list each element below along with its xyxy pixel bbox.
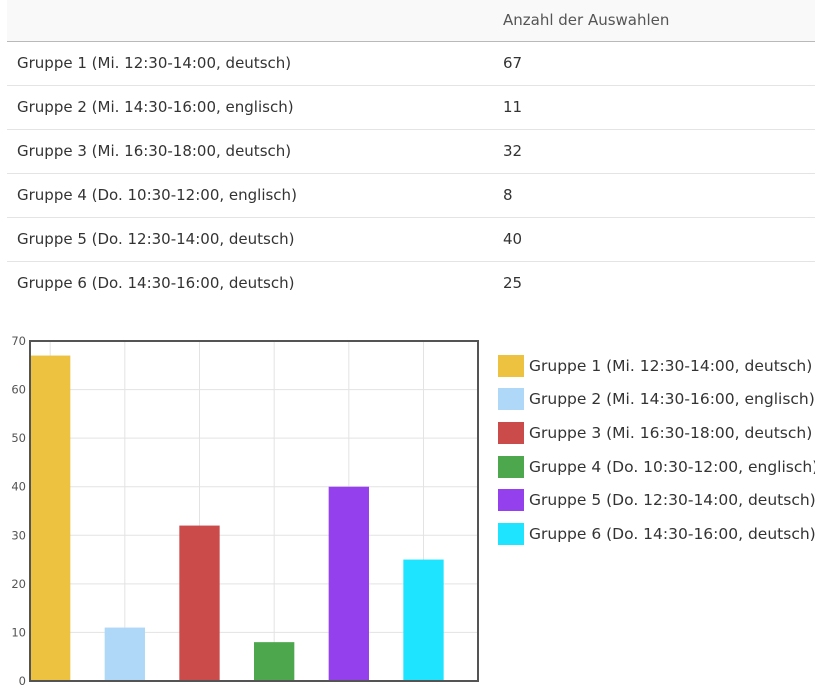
header-name	[7, 0, 493, 42]
row-group-name: Gruppe 3 (Mi. 16:30-18:00, deutsch)	[7, 128, 493, 173]
legend-swatch	[498, 522, 524, 545]
legend-label: Gruppe 5 (Do. 12:30-14:00, deutsch)	[529, 491, 815, 510]
header-count: Anzahl der Auswahlen	[493, 0, 815, 42]
row-selection-count: 40	[493, 216, 815, 261]
table-row: Gruppe 6 (Do. 14:30-16:00, deutsch) 25	[7, 260, 815, 305]
table-row: Gruppe 4 (Do. 10:30-12:00, englisch) 8	[7, 172, 815, 217]
y-tick-label: 30	[11, 528, 26, 542]
legend-item: Gruppe 2 (Mi. 14:30-16:00, englisch)	[498, 383, 815, 417]
row-group-name: Gruppe 1 (Mi. 12:30-14:00, deutsch)	[17, 54, 292, 72]
legend-label: Gruppe 1 (Mi. 12:30-14:00, deutsch)	[529, 356, 813, 375]
table-header-row: Anzahl der Auswahlen	[7, 0, 815, 42]
row-group-name: Gruppe 5 (Do. 12:30-14:00, deutsch)	[7, 216, 493, 261]
row-selection-count: 8	[493, 172, 815, 217]
row-group-name: Gruppe 4 (Do. 10:30-12:00, englisch)	[7, 172, 493, 217]
y-tick-label: 60	[11, 383, 26, 397]
bar-6	[403, 559, 444, 681]
y-tick-label: 40	[11, 480, 26, 494]
legend-item: Gruppe 5 (Do. 12:30-14:00, deutsch)	[498, 483, 815, 517]
legend-label: Gruppe 2 (Mi. 14:30-16:00, englisch)	[529, 390, 815, 409]
legend-item: Gruppe 4 (Do. 10:30-12:00, englisch)	[498, 450, 815, 484]
plot-border	[29, 340, 479, 682]
table-row: Gruppe 2 (Mi. 14:30-16:00, englisch) 11	[7, 84, 815, 129]
legend-swatch	[498, 489, 524, 512]
y-tick-label: 70	[11, 334, 26, 348]
row-group-name: Gruppe 2 (Mi. 14:30-16:00, englisch)	[7, 84, 493, 129]
bar-4	[254, 642, 295, 681]
row-selection-count: 32	[493, 128, 815, 173]
legend-label: Gruppe 3 (Mi. 16:30-18:00, deutsch)	[529, 423, 813, 442]
legend-item: Gruppe 6 (Do. 14:30-16:00, deutsch)	[498, 517, 815, 551]
legend-swatch	[498, 421, 524, 444]
row-group-name: Gruppe 6 (Do. 14:30-16:00, deutsch)	[7, 260, 493, 305]
y-tick-label: 0	[19, 674, 26, 688]
table-row: Gruppe 5 (Do. 12:30-14:00, deutsch) 40	[7, 216, 815, 261]
bar-chart: 0 10 20 30 40 50 60 70	[0, 332, 492, 692]
row-selection-count: 67	[503, 54, 523, 72]
bar-2	[104, 627, 145, 681]
table-row: Gruppe 1 (Mi. 12:30-14:00, deutsch) 67	[7, 41, 815, 85]
legend-swatch	[498, 388, 524, 411]
legend-swatch	[498, 354, 524, 377]
chart-svg: 0 10 20 30 40 50 60 70	[11, 334, 479, 688]
row-selection-count: 11	[493, 84, 815, 129]
legend-item: Gruppe 3 (Mi. 16:30-18:00, deutsch)	[498, 416, 815, 450]
row-selection-count: 25	[493, 260, 815, 305]
y-tick-label: 20	[11, 577, 26, 591]
legend-label: Gruppe 4 (Do. 10:30-12:00, englisch)	[529, 457, 815, 476]
legend-label: Gruppe 6 (Do. 14:30-16:00, deutsch)	[529, 524, 815, 543]
bar-1	[30, 355, 71, 681]
table-row: Gruppe 3 (Mi. 16:30-18:00, deutsch) 32	[7, 128, 815, 173]
chart-legend: Gruppe 1 (Mi. 12:30-14:00, deutsch) Grupp…	[498, 349, 815, 551]
legend-item: Gruppe 1 (Mi. 12:30-14:00, deutsch)	[498, 349, 815, 383]
legend-swatch	[498, 455, 524, 478]
results-table: Anzahl der Auswahlen Gruppe 1 (Mi. 12:30…	[7, 0, 815, 305]
y-tick-label: 50	[11, 431, 26, 445]
bar-3	[179, 525, 220, 681]
y-tick-label: 10	[11, 625, 26, 639]
bar-5	[328, 486, 369, 681]
